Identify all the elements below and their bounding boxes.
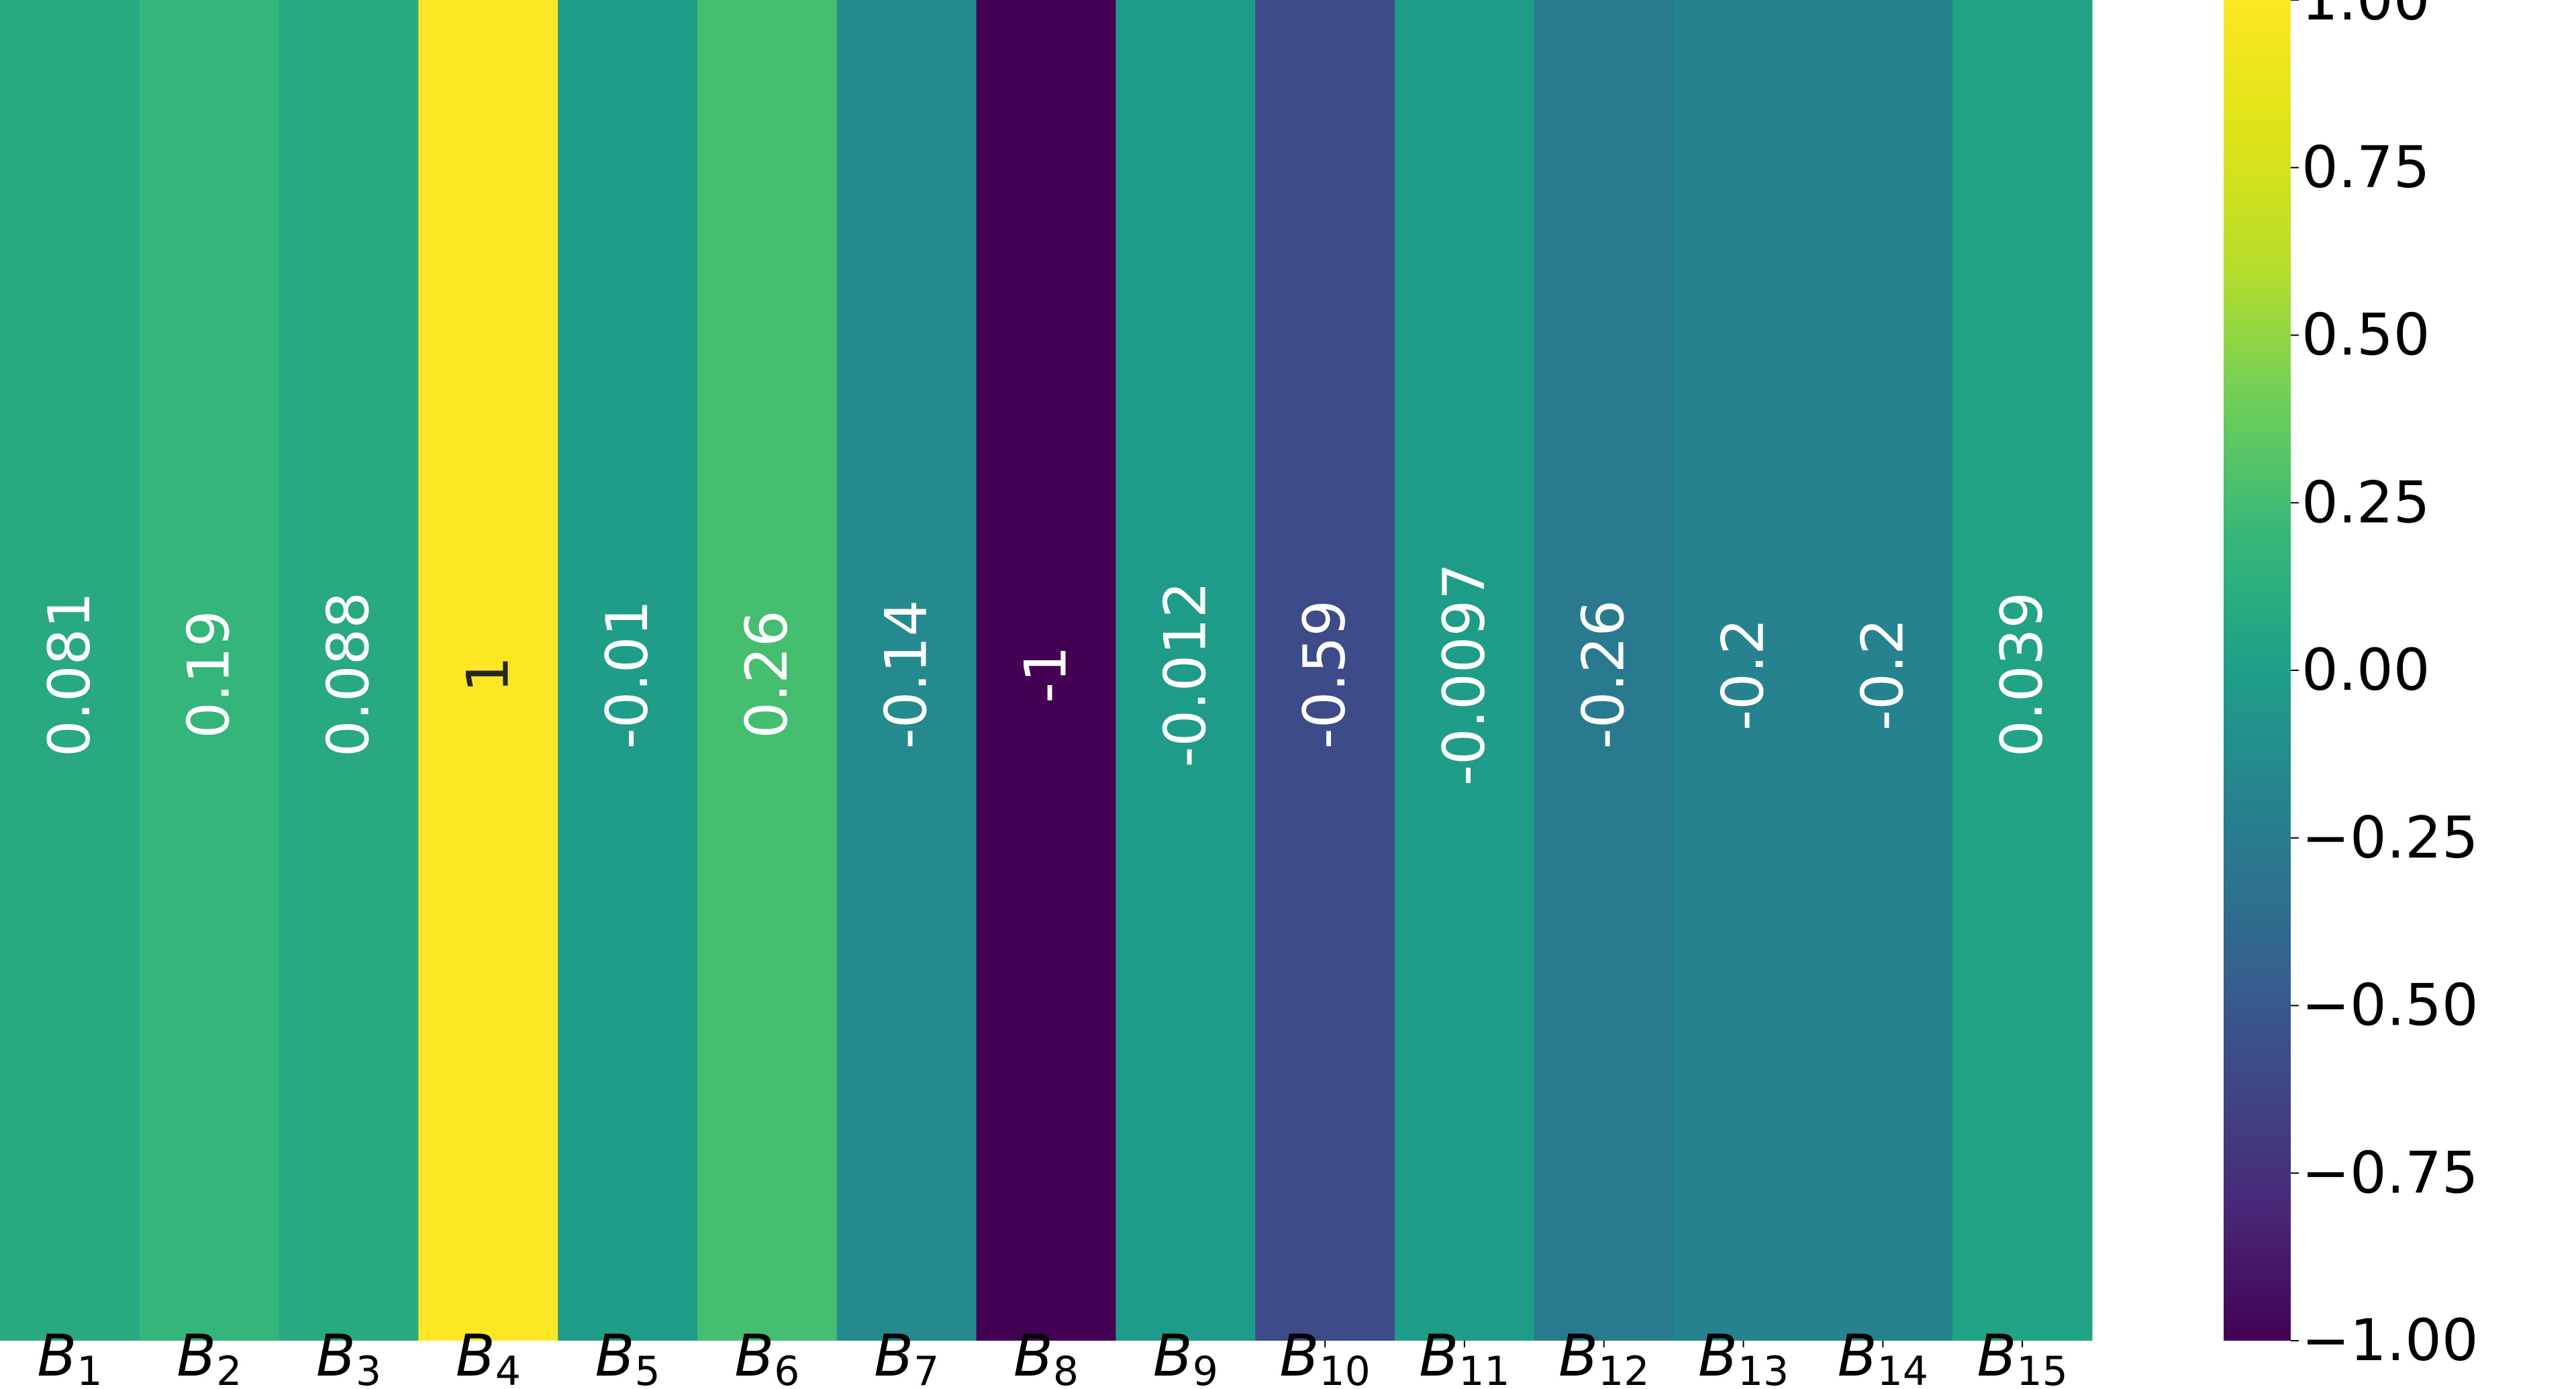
cell-value-label: -0.0097 [1431,563,1498,786]
heatmap-cell [1116,0,1256,1341]
heatmap-cell [139,0,280,1341]
heatmap-cell [976,0,1116,1341]
heatmap-cell [1395,0,1535,1341]
heatmap-cell [279,0,419,1341]
cell-value-label: 0.081 [36,592,103,757]
heatmap-cell [836,0,977,1341]
colorbar-tick-label: 0.25 [2301,469,2430,536]
cell-value-label: -0.01 [594,600,661,750]
x-tick-label: B5 [595,1323,660,1389]
x-tick-label: B4 [456,1323,521,1389]
heatmap-cell [1813,0,1953,1341]
cell-value-label: -0.26 [1571,600,1638,750]
cell-value-label: 0.19 [176,610,243,738]
x-tick-label: B10 [1279,1323,1370,1389]
cell-value-label: -0.2 [1849,618,1916,731]
heatmap-cells [0,0,2093,1341]
heatmap-cell [1534,0,1675,1341]
cell-value-label: 1 [454,656,522,693]
heatmap-cell [0,0,140,1341]
x-tick-label: B15 [1977,1323,2067,1389]
heatmap-cell [418,0,558,1341]
cell-value-label: 0.088 [315,592,383,757]
cell-value-label: 0.26 [734,610,801,738]
colorbar-tick-label: −0.25 [2301,805,2479,872]
cell-value-label: -1 [1013,646,1080,703]
heatmap-cell [697,0,838,1341]
x-tick-label: B3 [316,1323,381,1389]
colorbar-tick-label: 1.00 [2301,0,2430,34]
colorbar-tick-label: −0.50 [2301,972,2479,1039]
heatmap-cell [1255,0,1395,1341]
x-tick-label: B13 [1698,1323,1789,1389]
heatmap-cell [1673,0,1814,1341]
x-tick-label: B8 [1013,1323,1079,1389]
x-tick-label: B14 [1838,1323,1928,1389]
colorbar-tick-label: −1.00 [2301,1307,2479,1374]
x-axis: B1 B2 B3 B4 B5 B6 B7 B8 B9 B10 B11 B12 B13 B14 B15 [37,1323,2067,1389]
cell-value-label: -0.012 [1152,581,1219,767]
heatmap-cell [1952,0,2093,1341]
colorbar-tick-label: 0.00 [2301,637,2430,704]
colorbar-tick-label: 0.75 [2301,134,2430,201]
x-tick-label: B1 [37,1323,102,1389]
x-tick-label: B9 [1153,1323,1218,1389]
x-tick-label: B2 [177,1323,242,1389]
colorbar-tick-label: 0.50 [2301,302,2430,369]
cell-value-label: -0.14 [873,600,940,750]
colorbar-gradient [2224,0,2291,1341]
x-tick-label: B12 [1558,1323,1649,1389]
colorbar-tick-label: −0.75 [2301,1139,2479,1206]
x-tick-label: B11 [1419,1323,1509,1389]
colorbar: 1.00 0.75 0.50 0.25 0.00 −0.25 −0.50 −0.75 −1.00 [2224,0,2479,1374]
x-tick-label: B6 [734,1323,799,1389]
cell-annotations: 0.081 0.19 0.088 1 -0.01 0.26 -0.14 -1 -0.012 -0.… [36,563,2056,786]
cell-value-label: -0.2 [1710,618,1777,731]
x-tick-label: B7 [874,1323,939,1389]
cell-value-label: -0.59 [1291,600,1358,750]
cell-value-label: 0.039 [1989,592,2056,757]
heatmap-cell [558,0,698,1341]
